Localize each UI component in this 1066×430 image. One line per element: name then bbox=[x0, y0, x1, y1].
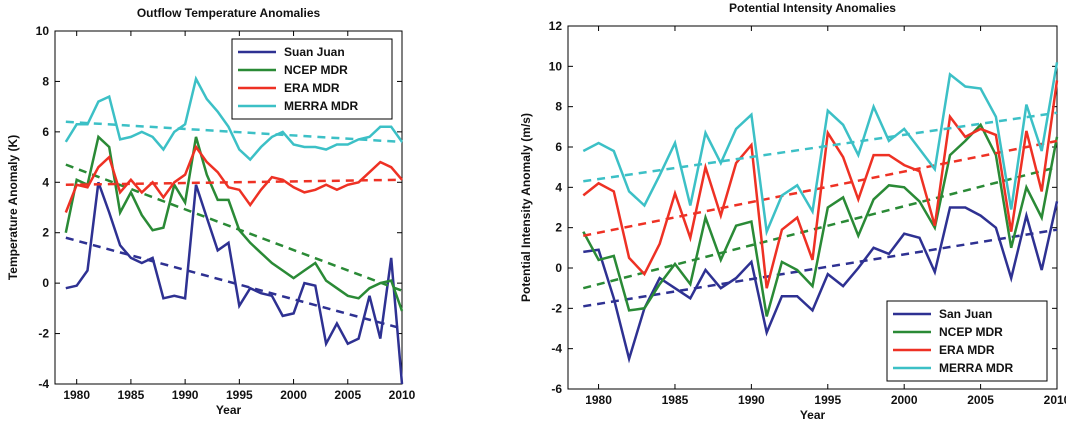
x-tick-label: 1995 bbox=[814, 393, 841, 407]
legend-label: NCEP MDR bbox=[939, 325, 1003, 339]
y-tick-label: -4 bbox=[38, 377, 49, 391]
y-tick-label: 2 bbox=[555, 221, 562, 235]
legend-label: ERA MDR bbox=[939, 343, 995, 357]
series-line bbox=[64, 134, 404, 312]
series-line bbox=[64, 144, 403, 213]
legend-label: Suan Juan bbox=[284, 45, 345, 59]
x-tick-label: 1990 bbox=[172, 388, 199, 402]
y-axis-label: Temperature Anomaly (K) bbox=[6, 135, 20, 280]
y-tick-label: 2 bbox=[42, 226, 49, 240]
x-tick-label: 2000 bbox=[891, 393, 918, 407]
legend-label: San Juan bbox=[939, 307, 992, 321]
y-axis-label: Potential Intensity Anomaly (m/s) bbox=[519, 113, 533, 302]
trend-line bbox=[583, 111, 1058, 183]
y-tick-label: 8 bbox=[555, 100, 562, 114]
x-tick-label: 1990 bbox=[738, 393, 765, 407]
trend-line bbox=[583, 228, 1058, 308]
y-tick-label: -2 bbox=[38, 327, 49, 341]
x-tick-label: 2000 bbox=[280, 388, 307, 402]
trend-line bbox=[582, 165, 1058, 290]
y-tick-label: 8 bbox=[42, 74, 49, 88]
x-tick-label: 1980 bbox=[63, 388, 90, 402]
x-axis-label: Year bbox=[800, 408, 826, 422]
y-tick-label: 6 bbox=[42, 125, 49, 139]
y-tick-label: -4 bbox=[551, 342, 562, 356]
chart-title: Outflow Temperature Anomalies bbox=[137, 6, 321, 20]
y-tick-label: -2 bbox=[551, 301, 562, 315]
legend-label: NCEP MDR bbox=[284, 63, 348, 77]
y-tick-label: 0 bbox=[555, 261, 562, 275]
legend-label: MERRA MDR bbox=[284, 99, 359, 113]
x-tick-label: 2010 bbox=[1044, 393, 1066, 407]
legend-label: ERA MDR bbox=[284, 81, 340, 95]
x-tick-label: 1985 bbox=[118, 388, 145, 402]
chart-title: Potential Intensity Anomalies bbox=[729, 1, 896, 15]
trend-line bbox=[65, 236, 403, 330]
series-line bbox=[582, 122, 1059, 317]
x-tick-label: 2005 bbox=[967, 393, 994, 407]
trend-line bbox=[65, 163, 403, 292]
y-tick-label: 6 bbox=[555, 140, 562, 154]
series-line bbox=[65, 181, 404, 385]
y-tick-label: -6 bbox=[551, 382, 562, 396]
x-tick-label: 2010 bbox=[389, 388, 416, 402]
series-line bbox=[582, 80, 1059, 289]
x-tick-label: 1985 bbox=[662, 393, 689, 407]
y-tick-label: 4 bbox=[42, 175, 49, 189]
chart: Potential Intensity Anomalies Year Potenti… bbox=[519, 1, 1066, 422]
series-line bbox=[582, 62, 1059, 237]
x-tick-label: 2005 bbox=[334, 388, 361, 402]
x-axis-label: Year bbox=[216, 403, 242, 417]
y-tick-label: 0 bbox=[42, 276, 49, 290]
y-tick-label: 10 bbox=[549, 59, 563, 73]
series-line bbox=[64, 75, 404, 162]
x-tick-label: 1980 bbox=[585, 393, 612, 407]
trend-line bbox=[65, 178, 403, 187]
trend-line bbox=[65, 120, 403, 144]
chart: Outflow Temperature Anomalies Year Tempera… bbox=[6, 6, 416, 417]
y-tick-label: 4 bbox=[555, 180, 562, 194]
x-tick-label: 1995 bbox=[226, 388, 253, 402]
legend-label: MERRA MDR bbox=[939, 361, 1014, 375]
y-tick-label: 12 bbox=[549, 19, 563, 33]
y-tick-label: 10 bbox=[36, 24, 50, 38]
